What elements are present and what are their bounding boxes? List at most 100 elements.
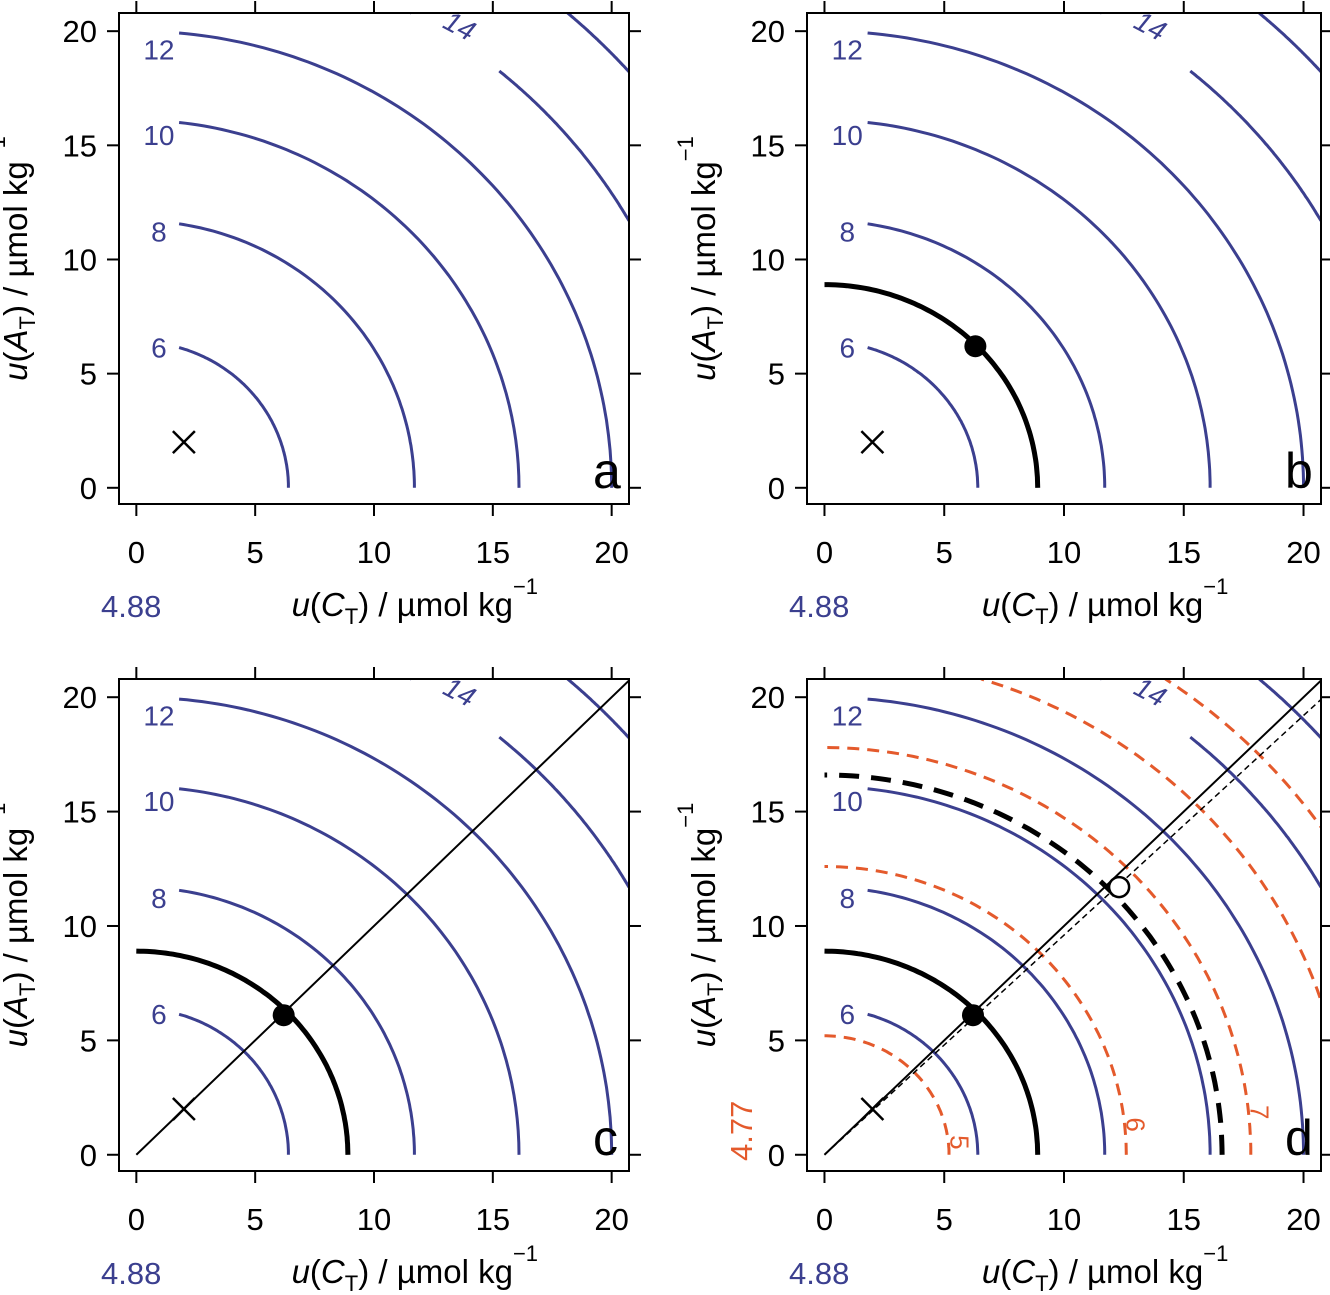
x-tick-label: 0 [816, 1202, 833, 1237]
y-tick-label: 5 [80, 1023, 97, 1058]
axis-label-part: ) [0, 305, 34, 316]
y-tick-label: 0 [768, 471, 785, 506]
blue-contour [1189, 69, 1321, 222]
y-tick-label: 20 [751, 14, 785, 49]
blue-contour [1189, 735, 1321, 889]
plot-area [823, 679, 1321, 1156]
y-tick-label: 5 [80, 357, 97, 392]
orange-contour-label: 5 [944, 1135, 974, 1149]
x-tick-label: 15 [476, 535, 510, 570]
orange-base-value: 4.77 [724, 1101, 759, 1161]
axis-label-part: T [703, 316, 728, 329]
axis-label-part: / µmol kg [1060, 1253, 1204, 1290]
y-tick-label: 20 [751, 680, 785, 715]
axis-label-part: ( [310, 1253, 321, 1290]
axis-label-part: / µmol kg [685, 828, 722, 972]
blue-contour [498, 735, 629, 889]
blue-contour-segment [1098, 13, 1102, 15]
x-tick-label: 10 [1047, 535, 1081, 570]
axis-label-part: u [982, 1253, 1000, 1290]
axis-label-part: u [292, 586, 310, 623]
axis-label-part: / µmol kg [369, 586, 513, 623]
blue-contour [178, 888, 416, 1155]
blue-contour-label: 12 [143, 34, 174, 65]
axis-label-part: / µmol kg [0, 828, 34, 972]
blue-contour-label: 8 [151, 216, 167, 247]
axis-label-part: A [0, 329, 34, 353]
blue-contour-label: 6 [151, 333, 167, 364]
blue-contour-label: 10 [143, 786, 174, 817]
axis-label-part: A [685, 329, 722, 353]
axis-label-part: T [703, 982, 728, 995]
axis-label-part: ( [685, 351, 722, 362]
blue-contour-label: 12 [143, 701, 174, 732]
blue-contour [178, 697, 614, 1155]
y-tick-label: 15 [63, 795, 97, 830]
axis-label-part: A [0, 996, 34, 1020]
plot-frame [118, 12, 630, 505]
axis-label-part: ) [358, 586, 369, 623]
blue-contour-label: 14 [1129, 5, 1171, 47]
x-tick-label: 0 [816, 535, 833, 570]
y-axis-label: u(AT) / µmol kg−1 [673, 803, 728, 1048]
blue-contour [1258, 679, 1321, 739]
x-axis-label: u(CT) / µmol kg−1 [292, 574, 538, 629]
dashed-diagonal-line [823, 698, 1321, 1156]
x-tick-label: 5 [247, 535, 264, 570]
blue-contour-label: 10 [832, 786, 863, 817]
blue-contour-label: 10 [143, 120, 174, 151]
blue-contour [178, 31, 614, 488]
blue-contour [1258, 13, 1321, 73]
blue-base-value: 4.88 [789, 1256, 849, 1291]
blue-contour [566, 13, 629, 73]
blue-contour [566, 679, 629, 739]
panel-label: d [1285, 1110, 1313, 1166]
blue-contour [178, 1012, 290, 1155]
blue-contour [867, 697, 1305, 1155]
axis-label-part: / µmol kg [369, 1253, 513, 1290]
blue-contour-segment [407, 679, 412, 681]
blue-base-value: 4.88 [101, 589, 161, 624]
blue-contour-label: 8 [151, 883, 167, 914]
axis-label-part: −1 [673, 803, 698, 828]
y-tick-label: 15 [751, 128, 785, 163]
axis-label-part: −1 [1203, 1241, 1228, 1266]
axis-label-part: u [982, 586, 1000, 623]
blue-contour-label: 6 [839, 999, 855, 1030]
axis-label-part: ( [0, 351, 34, 362]
blue-contour [178, 346, 290, 488]
axis-label-part: C [1011, 1253, 1036, 1290]
blue-contour [867, 121, 1212, 488]
orange-contour-label: 7 [1244, 1105, 1274, 1119]
axis-label-part: T [1035, 604, 1048, 629]
blue-contour [178, 121, 521, 488]
panel-label: a [593, 443, 621, 499]
cross-marker-stroke [171, 1097, 196, 1121]
black-solid-contour [824, 282, 1041, 488]
y-tick-label: 20 [63, 14, 97, 49]
axis-label-part: T [345, 604, 358, 629]
axis-label-part: C [1011, 586, 1036, 623]
axis-label-part: T [15, 316, 40, 329]
panel-label: b [1285, 443, 1313, 499]
axis-label-part: ) [685, 305, 722, 316]
axis-label-part: / µmol kg [685, 161, 722, 305]
blue-contour-label: 8 [839, 216, 855, 247]
y-tick-label: 20 [63, 680, 97, 715]
axis-label-part: −1 [513, 1241, 538, 1266]
x-axis-label: u(CT) / µmol kg−1 [292, 1241, 538, 1295]
blue-contour-segment [1098, 679, 1102, 681]
diagonal-line [135, 679, 629, 1156]
diagonal-line [823, 679, 1321, 1156]
axis-label-part: A [685, 996, 722, 1020]
y-axis-label: u(AT) / µmol kg−1 [673, 136, 728, 381]
x-tick-label: 5 [936, 1202, 953, 1237]
filled-circle-marker [272, 1004, 295, 1027]
orange-contour [824, 1034, 951, 1155]
axis-label-part: ) [1049, 586, 1060, 623]
blue-contour [867, 1012, 980, 1155]
blue-contour-label: 14 [439, 5, 481, 47]
x-tick-label: 5 [247, 1202, 264, 1237]
plot-area [178, 13, 629, 488]
